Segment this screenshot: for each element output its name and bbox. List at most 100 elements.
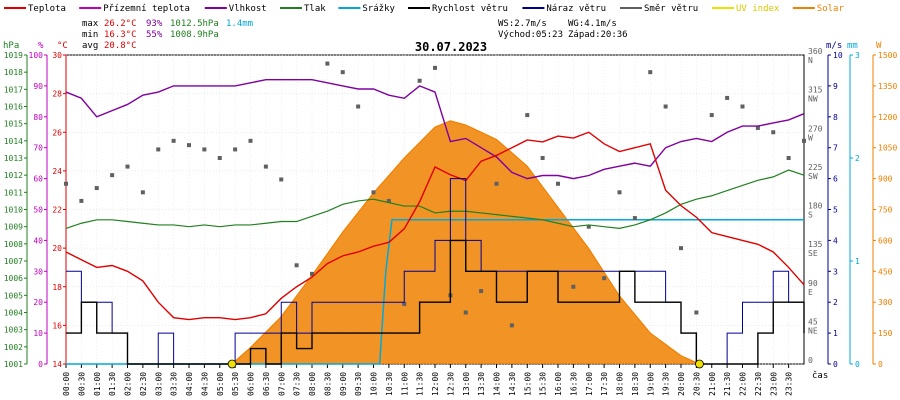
pressure-series <box>65 169 805 229</box>
x-tick-label: 08:00 <box>308 372 317 396</box>
wind-direction-point <box>632 216 637 221</box>
wind-direction-point <box>402 301 407 306</box>
wind-direction-point <box>463 310 468 315</box>
direction-tick-label: 315 <box>808 86 823 95</box>
humidity-tick-label: 70 <box>33 144 43 153</box>
x-tick-label: 20:30 <box>692 372 701 396</box>
x-tick-label: 09:30 <box>354 372 363 396</box>
x-tick-label: 14:30 <box>508 372 517 396</box>
x-tick-label: 09:00 <box>339 372 348 396</box>
wind-direction-point <box>294 263 299 268</box>
x-tick-label: 20:00 <box>677 372 686 396</box>
stat-max-hum: 93% <box>146 19 163 29</box>
wind-speed-unit: m/s <box>826 41 842 51</box>
rain-tick-label: 2 <box>855 154 860 163</box>
stat-min-label: min <box>82 30 98 40</box>
wind-direction-point <box>94 186 99 191</box>
direction-tick-label: S <box>808 211 813 220</box>
x-tick-label: 05:00 <box>216 372 225 396</box>
solar-tick-label: 450 <box>878 267 893 276</box>
legend-swatch-srazky <box>338 7 361 9</box>
wind-speed-tick-label: 3 <box>833 267 838 276</box>
wind-speed-tick-label: 5 <box>833 206 838 215</box>
plot-area <box>64 61 806 369</box>
legend-label-smer: Směr větru <box>644 4 698 14</box>
stats-panel: max 26.2°C 93% 1012.5hPa 1.4mm min 16.3°… <box>82 19 253 51</box>
direction-tick-label: E <box>808 288 813 297</box>
legend-label-naraz: Náraz větru <box>546 4 606 14</box>
legend-label-vlhkost: Vlhkost <box>229 4 267 14</box>
direction-tick-label: 90 <box>808 279 818 288</box>
rain-unit: mm <box>847 41 858 51</box>
wind-direction-point <box>494 181 499 186</box>
wind-direction-point <box>755 125 760 130</box>
wind-direction-point <box>187 143 191 148</box>
wind-direction-point <box>479 289 484 294</box>
direction-tick-label: NE <box>808 326 818 335</box>
x-tick-label: 23:30 <box>785 372 794 396</box>
uv-marker <box>227 359 237 369</box>
x-tick-label: 22:00 <box>739 372 748 396</box>
wind-speed-tick-label: 9 <box>833 82 838 91</box>
x-tick-label: 21:00 <box>708 372 717 396</box>
temperature-series <box>65 131 805 321</box>
stat-min-hum: 55% <box>146 30 163 40</box>
sunset-time: Západ:20:36 <box>568 30 628 40</box>
x-tick-label: 06:00 <box>247 372 256 396</box>
pressure-tick-label: 1016 <box>4 103 23 112</box>
x-tick-label: 19:00 <box>646 372 655 396</box>
pressure-tick-label: 1013 <box>4 154 23 163</box>
stat-avg-label: avg <box>82 41 98 51</box>
x-tick-label: 16:00 <box>554 372 563 396</box>
legend-label-solar: Solar <box>817 4 845 14</box>
chart-title: 30.07.2023 <box>415 40 487 54</box>
x-tick-label: 10:00 <box>370 372 379 396</box>
humidity-tick-label: 30 <box>33 267 43 276</box>
wind-direction-point <box>648 70 653 75</box>
x-tick-label: 06:30 <box>262 372 271 396</box>
pressure-unit: hPa <box>3 41 19 51</box>
wind-direction-point <box>263 164 268 169</box>
x-tick-label: 12:00 <box>431 372 440 396</box>
wind-direction-point <box>140 190 145 195</box>
legend-label-srazky: Srážky <box>362 4 395 14</box>
wind-speed-series <box>66 239 805 365</box>
x-tick-label: 21:30 <box>723 372 732 396</box>
humidity-unit: % <box>38 41 44 51</box>
wind-direction-point <box>64 181 68 186</box>
pressure-tick-label: 1004 <box>4 309 23 318</box>
wind-speed-tick-label: 8 <box>833 113 838 122</box>
solar-tick-label: 1050 <box>878 144 897 153</box>
temperature-tick-label: 14 <box>52 360 62 369</box>
solar-tick-label: 900 <box>878 175 893 184</box>
x-tick-label: 07:30 <box>293 372 302 396</box>
wind-speed-avg: WS:2.7m/s <box>498 19 547 29</box>
pressure-tick-label: 1012 <box>4 171 23 180</box>
wind-direction-point <box>679 246 683 251</box>
x-tick-label: 16:30 <box>569 372 578 396</box>
wind-direction-point <box>386 198 391 203</box>
legend-label-teplota: Teplota <box>28 4 66 14</box>
legend-label-pocitova: Přízemní teplota <box>103 4 190 14</box>
rain-tick-label: 3 <box>855 51 860 60</box>
wind-speed-tick-label: 7 <box>833 144 838 153</box>
legend-swatch-rychlost <box>408 7 430 9</box>
wind-direction-point <box>125 164 130 169</box>
wind-speed-tick-label: 4 <box>833 236 838 245</box>
humidity-tick-label: 10 <box>33 329 43 338</box>
wind-direction-point <box>279 177 284 182</box>
wind-direction-point <box>79 198 84 203</box>
humidity-tick-label: 100 <box>29 51 44 60</box>
wind-direction-point <box>325 61 330 66</box>
pressure-tick-label: 1007 <box>4 257 23 266</box>
pressure-tick-label: 1010 <box>4 206 23 215</box>
wind-direction-point <box>233 147 238 152</box>
humidity-tick-label: 80 <box>33 113 43 122</box>
wind-direction-point <box>663 104 668 109</box>
direction-tick-label: 360 <box>808 47 823 56</box>
stat-min-temp: 16.3°C <box>104 30 137 40</box>
pressure-tick-label: 1015 <box>4 120 23 129</box>
